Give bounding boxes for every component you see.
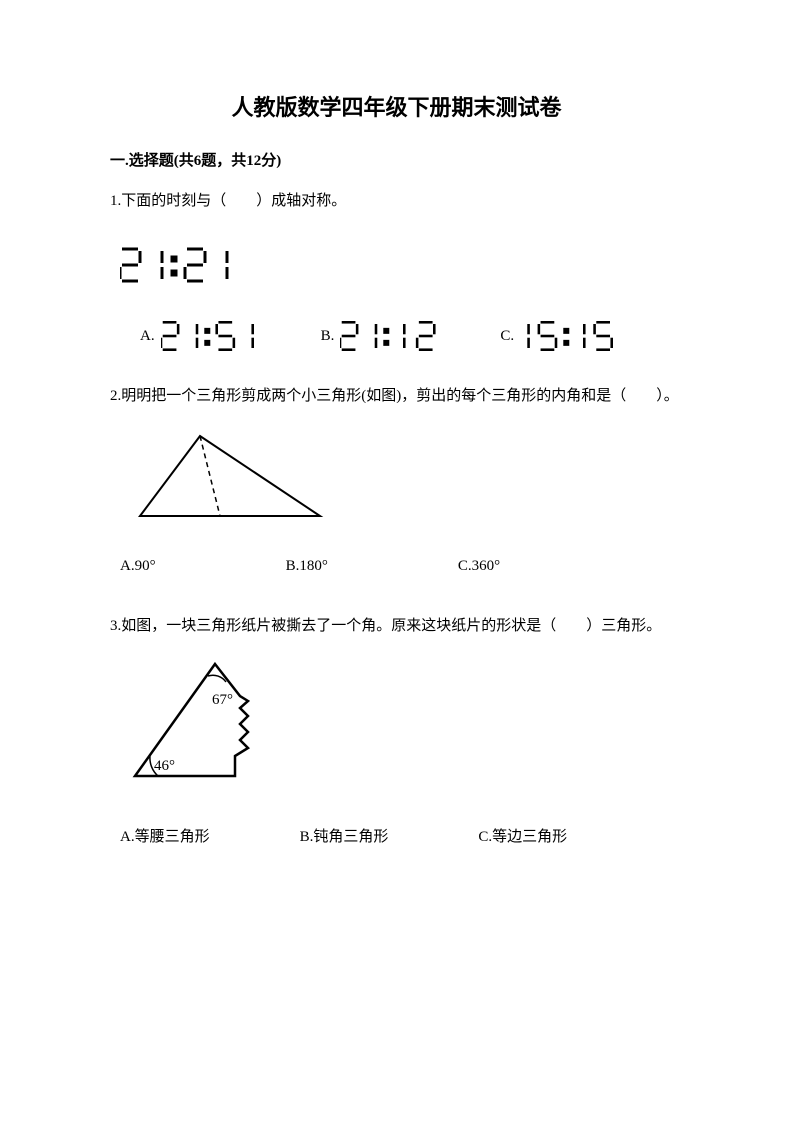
opt-letter-c: C. xyxy=(500,324,514,348)
q1-text: 1.下面的时刻与（ ）成轴对称。 xyxy=(110,189,683,213)
angle-46: 46° xyxy=(154,758,175,774)
q1-time-display xyxy=(120,245,683,294)
q1-option-b: B. xyxy=(321,318,461,354)
section-heading: 一.选择题(共6题，共12分) xyxy=(110,149,683,173)
page-title: 人教版数学四年级下册期末测试卷 xyxy=(110,90,683,125)
q3-option-b: B.钝角三角形 xyxy=(300,825,389,849)
q1-option-a: A. xyxy=(140,318,281,354)
opt-letter-a: A. xyxy=(140,324,155,348)
q2-option-c: C.360° xyxy=(458,554,500,578)
q1-options: A. B. xyxy=(140,318,683,354)
angle-67: 67° xyxy=(212,692,233,708)
q3-figure: 67° 46° xyxy=(120,656,683,805)
q2-options: A.90° B.180° C.360° xyxy=(120,554,683,578)
q3-options: A.等腰三角形 B.钝角三角形 C.等边三角形 xyxy=(120,825,683,849)
q2-figure xyxy=(120,426,683,535)
q2-option-b: B.180° xyxy=(286,554,328,578)
q1-option-c: C. xyxy=(500,318,640,354)
q2-option-a: A.90° xyxy=(120,554,156,578)
q3-text: 3.如图，一块三角形纸片被撕去了一个角。原来这块纸片的形状是（ ）三角形。 xyxy=(110,614,683,638)
q3-option-a: A.等腰三角形 xyxy=(120,825,210,849)
q2-text: 2.明明把一个三角形剪成两个小三角形(如图)，剪出的每个三角形的内角和是（ ）。 xyxy=(110,384,683,408)
opt-letter-b: B. xyxy=(321,324,335,348)
q3-option-c: C.等边三角形 xyxy=(478,825,567,849)
